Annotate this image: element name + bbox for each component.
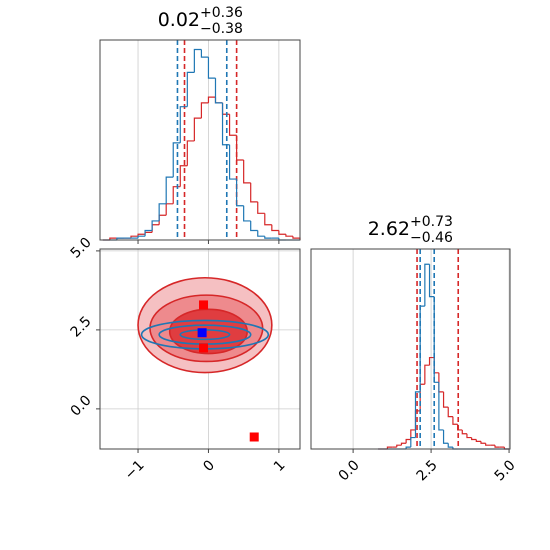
title-minus: −0.38 xyxy=(200,21,243,37)
hist-step xyxy=(158,214,167,225)
hist-step xyxy=(414,391,421,438)
hist-step xyxy=(428,356,435,366)
hist-step xyxy=(480,441,486,444)
hist-step xyxy=(193,48,202,73)
hist-step xyxy=(243,205,251,222)
hist-step xyxy=(137,235,146,239)
hist-step xyxy=(151,224,160,233)
hist-step xyxy=(396,444,402,448)
hist-step xyxy=(207,57,216,79)
y-tick-label: 5.0 xyxy=(68,235,95,262)
hist-step xyxy=(264,236,272,239)
hist-step xyxy=(461,429,467,435)
title-plus: +0.73 xyxy=(410,214,453,230)
hist-step xyxy=(485,443,491,446)
hist-step xyxy=(438,382,444,431)
hist-step xyxy=(405,446,411,449)
hist-step xyxy=(186,71,195,107)
title-value: 2.62 xyxy=(368,218,410,240)
hist-step xyxy=(386,446,393,449)
hist-step xyxy=(193,117,202,141)
hist-step xyxy=(236,135,244,161)
hist-step xyxy=(442,429,449,444)
hist-step xyxy=(130,235,139,239)
hist-step xyxy=(278,230,286,235)
hist-step xyxy=(405,438,411,444)
marker xyxy=(249,432,259,442)
axes-frame xyxy=(99,248,301,450)
hist-step xyxy=(264,213,272,226)
title-minus: −0.46 xyxy=(410,230,453,246)
hist-step xyxy=(200,49,209,58)
hist-step xyxy=(471,437,477,441)
marker xyxy=(197,328,207,338)
hist-step xyxy=(151,220,160,231)
hist-step xyxy=(285,234,293,237)
hist-step xyxy=(137,233,146,237)
hist-step xyxy=(257,201,265,214)
hist-step xyxy=(466,433,472,439)
hist-step xyxy=(179,106,188,143)
hist-step xyxy=(257,230,265,237)
hist-step xyxy=(228,144,237,180)
x-tick-label: −1 xyxy=(122,457,148,483)
hist-step xyxy=(442,391,449,408)
y-tick-label: 2.5 xyxy=(68,314,95,341)
hist-step xyxy=(452,416,458,425)
hist-step xyxy=(428,264,435,298)
hist-step xyxy=(243,160,251,184)
hist-step xyxy=(214,97,223,104)
hist-step xyxy=(250,182,258,203)
hist-step xyxy=(165,176,174,204)
hist-step xyxy=(165,203,174,216)
hist-step xyxy=(271,224,279,232)
y-tick-label: 0.0 xyxy=(68,393,95,420)
hist-step xyxy=(410,429,416,440)
marker xyxy=(199,343,209,353)
x-tick-label: 0.0 xyxy=(336,457,363,484)
hist-step xyxy=(200,102,209,119)
hist-step xyxy=(250,220,258,232)
contour-group xyxy=(137,276,273,442)
hist-step xyxy=(144,231,153,235)
hist-step xyxy=(172,142,181,178)
hist-step xyxy=(158,203,167,221)
x-tick-label: 1 xyxy=(271,457,289,475)
hist-step xyxy=(228,114,237,136)
hist-step xyxy=(424,364,430,385)
hist-step xyxy=(109,237,117,240)
hist-step xyxy=(410,436,416,448)
axes-frame xyxy=(310,248,511,450)
hist-step xyxy=(438,372,444,393)
marker xyxy=(199,300,209,310)
hist-step xyxy=(207,96,216,103)
x-tick-label: 0 xyxy=(200,457,218,475)
hist-step xyxy=(447,443,453,448)
hist-step xyxy=(400,442,407,446)
hist-step xyxy=(186,140,195,166)
hist-step xyxy=(179,165,188,187)
axes-frame xyxy=(99,39,301,241)
hist-step xyxy=(214,78,223,104)
title-value: 0.02 xyxy=(158,9,200,31)
title-plus: +0.36 xyxy=(200,5,243,21)
x-tick-label: 5.0 xyxy=(492,457,519,484)
hist-step xyxy=(116,237,124,240)
hist-step xyxy=(424,263,430,307)
hist-step xyxy=(236,179,244,207)
hist-step xyxy=(475,439,481,442)
x-tick-label: 2.5 xyxy=(414,457,441,484)
hist-step xyxy=(447,407,453,418)
hist-step xyxy=(144,229,153,237)
hist-step xyxy=(494,445,500,448)
